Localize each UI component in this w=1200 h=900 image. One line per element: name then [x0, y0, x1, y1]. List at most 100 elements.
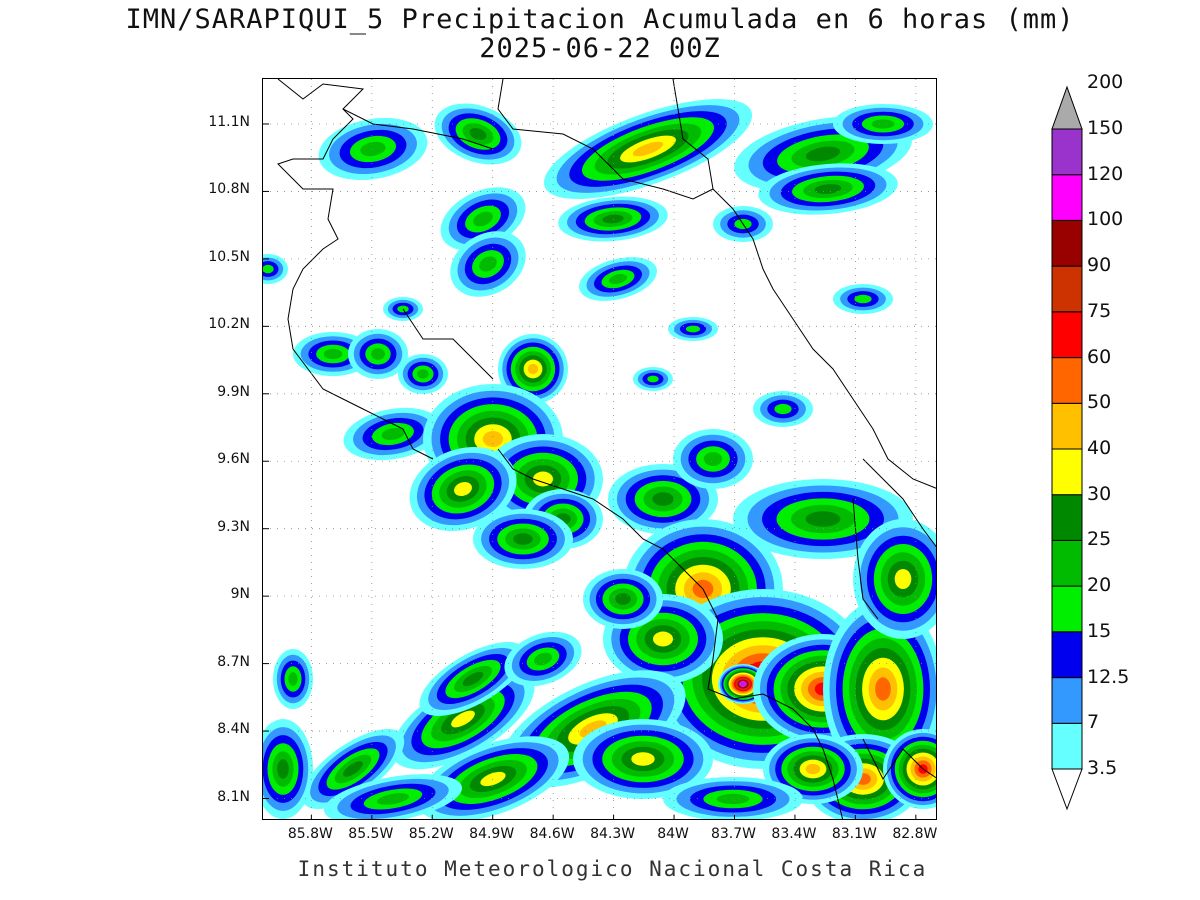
precipitation-map: [262, 78, 937, 820]
colorbar-level-label: 12.5: [1087, 665, 1130, 688]
lon-tick-label: 85.5W: [348, 826, 394, 842]
lon-tick-label: 84.3W: [590, 826, 636, 842]
lat-tick-label: 10.2N: [208, 316, 250, 333]
precip-contour: [534, 652, 552, 666]
precip-contour: [513, 533, 533, 545]
precip-contour: [716, 793, 750, 805]
precip-contour: [740, 682, 746, 686]
colorbar-swatch: [1051, 494, 1083, 541]
precip-contour: [774, 403, 792, 415]
precip-contour: [615, 593, 631, 605]
precip-contour: [875, 677, 891, 701]
colorbar-level-label: 30: [1087, 482, 1112, 505]
boundary-line: [852, 498, 879, 620]
precip-contour: [377, 793, 409, 805]
colorbar-level-label: 40: [1087, 437, 1112, 459]
colorbar: [1051, 85, 1083, 811]
precip-contour: [805, 511, 841, 527]
lat-tick-label: 9.6N: [217, 451, 250, 468]
precip-contour: [871, 119, 895, 129]
precip-contour: [263, 264, 274, 274]
colorbar-swatch: [1051, 677, 1083, 724]
lat-tick-label: 9N: [230, 586, 250, 603]
lat-tick-label: 8.1N: [217, 788, 250, 805]
precip-contour: [323, 348, 343, 360]
lon-tick-label: 85.2W: [408, 826, 454, 842]
precip-contour: [417, 369, 429, 379]
footer-credit: Instituto Meteorologico Nacional Costa R…: [297, 857, 928, 881]
colorbar-swatch: [1051, 128, 1083, 176]
colorbar-level-label: 100: [1087, 208, 1124, 231]
colorbar-top-arrow: [1051, 85, 1083, 130]
precip-contour: [653, 631, 673, 647]
boundary-line: [277, 108, 434, 460]
colorbar-swatch: [1051, 265, 1083, 313]
precip-contour: [647, 375, 659, 383]
precip-contour: [854, 294, 872, 304]
lat-tick-label: 10.5N: [208, 248, 250, 265]
lon-tick-label: 84.9W: [469, 826, 515, 842]
colorbar-level-label: 25: [1087, 528, 1112, 551]
lat-tick-label: 11.1N: [208, 113, 250, 130]
boundary-line: [672, 79, 936, 489]
precip-contour: [579, 720, 607, 738]
coastline-borders: [277, 79, 936, 819]
precip-contour: [703, 452, 723, 466]
precip-contour: [602, 214, 624, 224]
precipitation-field: [263, 79, 936, 819]
precip-contour: [894, 569, 912, 589]
colorbar-swatch: [1051, 402, 1083, 450]
precip-contour: [454, 481, 472, 497]
colorbar-swatch: [1051, 219, 1083, 267]
colorbar-level-label: 120: [1087, 162, 1124, 185]
lon-tick-label: 83.7W: [710, 826, 756, 842]
colorbar-level-label: 7: [1087, 711, 1100, 734]
colorbar-swatch: [1051, 585, 1083, 633]
colorbar-level-label: 50: [1087, 391, 1112, 414]
precip-contour: [685, 325, 701, 333]
colorbar-swatch: [1051, 631, 1083, 679]
map-title: IMN/SARAPIQUI_5 Precipitacion Acumulada …: [125, 4, 1075, 35]
lat-tick-label: 8.7N: [217, 653, 250, 670]
colorbar-swatch: [1051, 174, 1083, 221]
lon-tick-label: 82.8W: [892, 826, 938, 842]
precip-contour: [527, 363, 539, 375]
colorbar-level-label: 90: [1087, 254, 1112, 277]
precip-contour: [632, 141, 664, 157]
precipitation-contours: [263, 99, 936, 819]
lon-tick-label: 83.4W: [771, 826, 817, 842]
precip-contour: [805, 763, 821, 775]
lat-tick-label: 9.9N: [217, 383, 250, 400]
precip-contour: [343, 761, 363, 777]
boundary-line: [862, 738, 936, 780]
colorbar-level-label: 200: [1087, 71, 1124, 94]
precip-contour: [482, 431, 504, 447]
precip-contour: [381, 427, 405, 441]
precip-contour: [469, 128, 487, 140]
colorbar-bottom-arrow: [1051, 768, 1083, 811]
colorbar-swatch: [1051, 539, 1083, 587]
precip-contour: [277, 759, 289, 779]
lon-tick-label: 84.6W: [529, 826, 575, 842]
lat-tick-label: 8.4N: [217, 721, 250, 738]
precip-contour: [462, 671, 484, 687]
colorbar-swatch: [1051, 448, 1083, 496]
colorbar-swatch: [1051, 311, 1083, 359]
precip-contour: [652, 492, 674, 506]
colorbar-level-label: 15: [1087, 619, 1112, 642]
lat-tick-label: 10.8N: [208, 181, 250, 198]
colorbar-level-label: 20: [1087, 574, 1112, 597]
boundary-line: [402, 308, 494, 380]
lat-lon-grid: [263, 79, 936, 819]
precip-contour: [479, 256, 497, 272]
lon-tick-label: 84W: [657, 826, 689, 842]
precip-contour: [609, 273, 627, 285]
boundary-line: [862, 458, 936, 548]
boundary-line: [497, 448, 844, 819]
lon-tick-label: 85.8W: [287, 826, 333, 842]
precip-contour: [360, 141, 386, 157]
precip-contour: [533, 471, 553, 487]
precip-contour: [473, 211, 493, 227]
boundary-line: [497, 79, 604, 160]
precip-contour: [814, 184, 842, 194]
